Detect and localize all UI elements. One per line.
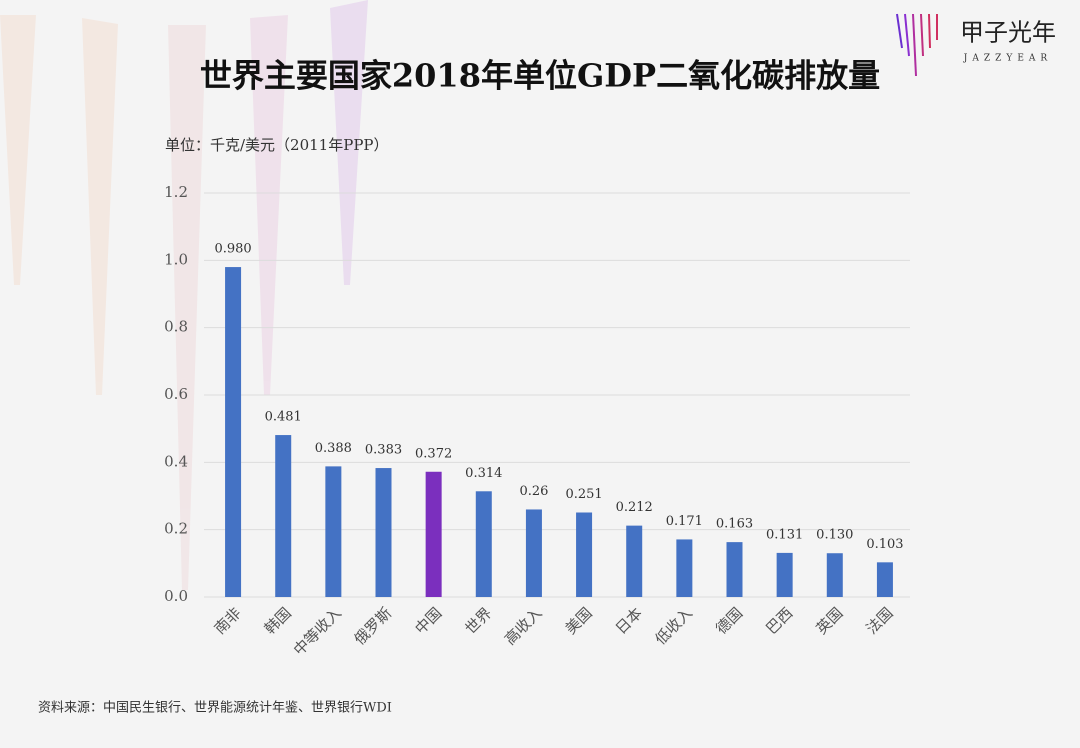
bar xyxy=(475,491,492,597)
bar xyxy=(425,471,442,597)
bar xyxy=(375,468,392,597)
value-label: 0.251 xyxy=(565,487,602,502)
value-label: 0.383 xyxy=(365,443,402,458)
logo-name: 甲子光年 xyxy=(960,19,1056,47)
y-tick-label: 0.4 xyxy=(164,452,188,470)
value-label: 0.481 xyxy=(265,410,302,425)
bar xyxy=(776,552,793,597)
value-label: 0.212 xyxy=(616,500,653,515)
decoration xyxy=(0,0,368,590)
y-tick-label: 0.2 xyxy=(164,520,188,538)
value-label: 0.163 xyxy=(716,517,753,532)
y-tick-label: 0.0 xyxy=(164,587,188,605)
value-label: 0.26 xyxy=(519,484,548,499)
bar xyxy=(876,562,893,597)
logo-latin: JAZZYEAR xyxy=(963,54,1052,64)
y-tick-label: 0.6 xyxy=(164,385,188,403)
value-label: 0.388 xyxy=(315,441,352,456)
source-note: 资料来源：中国民生银行、世界能源统计年鉴、世界银行WDI xyxy=(38,701,392,716)
bar xyxy=(525,509,542,597)
unit-label: 单位：千克/美元（2011年PPP） xyxy=(165,136,389,154)
chart-title: 世界主要国家2018年单位GDP二氧化碳排放量 xyxy=(200,57,880,95)
value-label: 0.171 xyxy=(666,514,703,529)
value-label: 0.130 xyxy=(816,528,853,543)
bar xyxy=(275,435,292,597)
y-tick-label: 0.8 xyxy=(164,318,188,336)
bar xyxy=(325,466,342,597)
bar xyxy=(225,267,242,597)
bar xyxy=(676,539,693,597)
value-label: 0.372 xyxy=(415,446,452,461)
logo: 甲子光年 JAZZYEAR xyxy=(896,13,1056,77)
bar xyxy=(576,512,593,597)
value-label: 0.131 xyxy=(766,527,803,542)
y-tick-label: 1.0 xyxy=(164,250,188,268)
value-label: 0.103 xyxy=(866,537,903,552)
value-label: 0.980 xyxy=(214,242,251,257)
bar xyxy=(826,553,843,597)
bar xyxy=(626,525,643,597)
bar xyxy=(726,542,743,597)
value-label: 0.314 xyxy=(465,466,502,481)
y-tick-label: 1.2 xyxy=(164,183,188,201)
